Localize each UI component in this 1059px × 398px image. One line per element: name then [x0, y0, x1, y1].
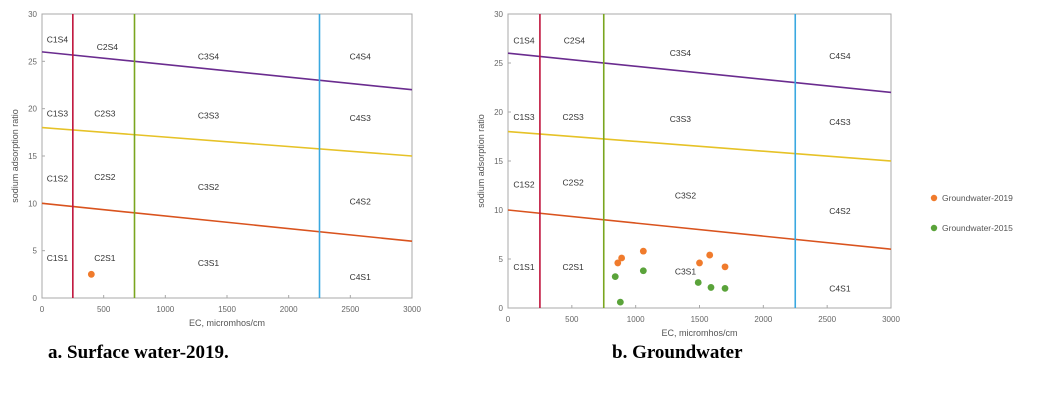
zone-label: C4S3 [350, 113, 372, 123]
legend-label: Groundwater-2015 [942, 223, 1013, 233]
sar-line-s3 [507, 130, 892, 162]
zone-label: C4S2 [350, 196, 372, 206]
x-tick-label: 3000 [882, 315, 900, 324]
zone-label: C3S2 [198, 182, 220, 192]
zone-label: C3S3 [198, 110, 220, 120]
plot-area [41, 13, 413, 299]
zone-label: C4S1 [829, 283, 851, 293]
y-tick-label: 0 [33, 294, 38, 303]
y-axis-label: sodium adsorption ratio [10, 109, 20, 203]
zone-label: C1S4 [513, 35, 535, 45]
y-tick-label: 10 [494, 206, 503, 215]
zone-label: C3S4 [670, 48, 692, 58]
data-point [611, 273, 619, 281]
x-tick-label: 1000 [627, 315, 645, 324]
zone-label: C4S4 [350, 52, 372, 62]
zone-label: C3S2 [675, 190, 697, 200]
zone-label: C3S3 [670, 114, 692, 124]
x-tick-label: 2500 [341, 305, 359, 314]
zone-label: C4S1 [350, 272, 372, 282]
chart-1: 0 500 1000 1500 2000 2500 3000 0 5 10 15 20 25 30 EC, … [10, 10, 421, 328]
sar-line-s2 [41, 202, 413, 242]
y-axis-label: sodium adsorption ratio [476, 114, 486, 208]
y-tick-label: 0 [499, 304, 504, 313]
zone-label: C1S4 [47, 35, 69, 45]
zone-label: C4S2 [829, 206, 851, 216]
y-tick-label: 20 [28, 105, 37, 114]
zone-label: C1S3 [47, 108, 69, 118]
y-tick-label: 25 [494, 59, 503, 68]
x-tick-label: 2000 [754, 315, 772, 324]
zone-label: C2S4 [97, 42, 119, 52]
caption-groundwater: b. Groundwater [612, 342, 743, 363]
data-point [706, 251, 714, 259]
y-tick-label: 20 [494, 108, 503, 117]
zone-label: C1S2 [513, 180, 535, 190]
zone-label: C2S3 [94, 108, 116, 118]
zone-label: C3S4 [198, 52, 220, 62]
y-tick-label: 5 [499, 255, 504, 264]
x-tick-label: 500 [97, 305, 111, 314]
legend-marker [930, 224, 938, 232]
data-point [614, 259, 622, 267]
x-axis-label: EC, micromhos/cm [189, 318, 265, 328]
data-point [721, 263, 729, 271]
y-tick-label: 25 [28, 57, 37, 66]
zone-label: C3S1 [675, 267, 697, 277]
data-point [721, 285, 729, 292]
x-tick-label: 500 [565, 315, 579, 324]
zone-label: C1S2 [47, 174, 69, 184]
zone-label: C2S1 [562, 262, 584, 272]
x-tick-label: 3000 [403, 305, 421, 314]
data-point [696, 259, 703, 267]
data-point [694, 279, 702, 286]
x-axis-label: EC, micromhos/cm [661, 328, 737, 338]
chart-2: 0 500 1000 1500 2000 2500 3000 0 5 10 15 20 25 30 EC, … [476, 10, 1013, 338]
y-tick-label: 30 [494, 10, 503, 19]
sar-line-s3 [41, 126, 413, 157]
zone-label: C4S3 [829, 117, 851, 127]
plot-area [507, 13, 892, 309]
data-point [707, 284, 715, 291]
sar-line-s4 [41, 51, 413, 91]
y-tick-label: 15 [28, 152, 37, 161]
zone-label: C2S2 [562, 178, 584, 188]
data-point [616, 298, 624, 306]
zone-label: C2S3 [562, 112, 584, 122]
y-tick-label: 30 [28, 10, 37, 19]
zone-label: C1S1 [47, 253, 69, 263]
x-tick-label: 1500 [691, 315, 709, 324]
zone-label: C2S1 [94, 253, 116, 263]
zone-label: C2S4 [564, 35, 586, 45]
zone-label: C4S4 [829, 51, 851, 61]
legend-marker [930, 194, 938, 202]
sar-line-s4 [507, 52, 892, 94]
x-tick-label: 1000 [156, 305, 174, 314]
y-tick-label: 15 [494, 157, 503, 166]
data-point [639, 267, 647, 275]
zone-label: C1S3 [513, 112, 535, 122]
y-tick-label: 5 [33, 247, 38, 256]
sar-line-s2 [507, 209, 892, 250]
data-point [639, 247, 647, 255]
legend-label: Groundwater-2019 [942, 193, 1013, 203]
data-point [618, 254, 626, 262]
x-tick-label: 1500 [218, 305, 236, 314]
x-tick-label: 2000 [280, 305, 298, 314]
caption-surface-water: a. Surface water-2019. [48, 342, 229, 363]
x-tick-label: 2500 [818, 315, 836, 324]
zone-label: C3S1 [198, 258, 220, 268]
zone-label: C2S2 [94, 172, 116, 182]
y-tick-label: 10 [28, 199, 37, 208]
x-tick-label: 0 [40, 305, 45, 314]
data-point [87, 270, 95, 278]
x-tick-label: 0 [506, 315, 511, 324]
zone-label: C1S1 [513, 262, 535, 272]
